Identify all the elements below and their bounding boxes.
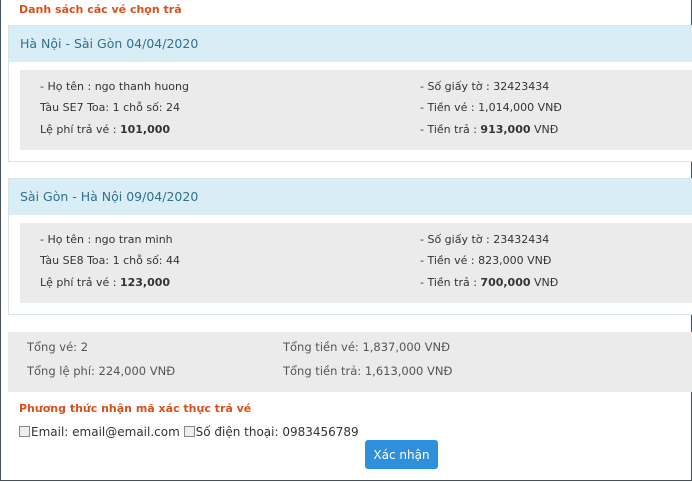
seat-info: Tàu SE8 Toa: 1 chỗ số: 44 (40, 254, 180, 267)
verification-options: Email: email@email.com Số điện thoại: 09… (19, 425, 359, 439)
ticket-route-header: Hà Nội - Sài Gòn 04/04/2020 (9, 26, 692, 62)
ticket-route-header: Sài Gòn - Hà Nội 09/04/2020 (9, 179, 692, 215)
passenger-name: - Họ tên : ngo tran minh (40, 233, 173, 246)
refund-fee: Lệ phí trả vé : 101,000 (40, 123, 171, 136)
phone-label[interactable]: Số điện thoại: 0983456789 (195, 425, 359, 439)
ticket-details: - Họ tên : ngo thanh huong Tàu SE7 Toa: … (20, 70, 692, 150)
refund-amount: - Tiền trả : 913,000 VNĐ (420, 123, 559, 136)
ticket-price: - Tiền vé : 1,014,000 VNĐ (420, 101, 562, 114)
seat-info: Tàu SE7 Toa: 1 chỗ số: 24 (40, 101, 180, 114)
section-title: Danh sách các vé chọn trả (19, 3, 182, 16)
confirm-button[interactable]: Xác nhận (365, 440, 438, 469)
verification-heading: Phương thức nhận mã xác thực trả vé (19, 402, 252, 415)
ticket-details: - Họ tên : ngo tran minh Tàu SE8 Toa: 1 … (20, 223, 692, 303)
total-fee: Tổng lệ phí: 224,000 VNĐ (27, 364, 176, 378)
ticket-panel: Hà Nội - Sài Gòn 04/04/2020 - Họ tên : n… (8, 25, 692, 162)
total-tickets: Tổng vé: 2 (27, 340, 89, 354)
ticket-panel: Sài Gòn - Hà Nội 09/04/2020 - Họ tên : n… (8, 178, 692, 315)
passenger-name: - Họ tên : ngo thanh huong (40, 80, 189, 93)
refund-amount: - Tiền trả : 700,000 VNĐ (420, 276, 559, 289)
total-refund: Tổng tiền trả: 1,613,000 VNĐ (283, 364, 453, 378)
totals-summary: Tổng vé: 2 Tổng tiền vé: 1,837,000 VNĐ T… (8, 332, 692, 392)
email-checkbox[interactable] (19, 426, 30, 437)
refund-fee: Lệ phí trả vé : 123,000 (40, 276, 171, 289)
email-label[interactable]: Email: email@email.com (31, 425, 180, 439)
phone-checkbox[interactable] (183, 426, 195, 437)
ticket-price: - Tiền vé : 823,000 VNĐ (420, 254, 552, 267)
document-number: - Số giấy tờ : 23432434 (420, 233, 550, 246)
total-ticket-price: Tổng tiền vé: 1,837,000 VNĐ (283, 340, 451, 354)
document-number: - Số giấy tờ : 32423434 (420, 80, 550, 93)
